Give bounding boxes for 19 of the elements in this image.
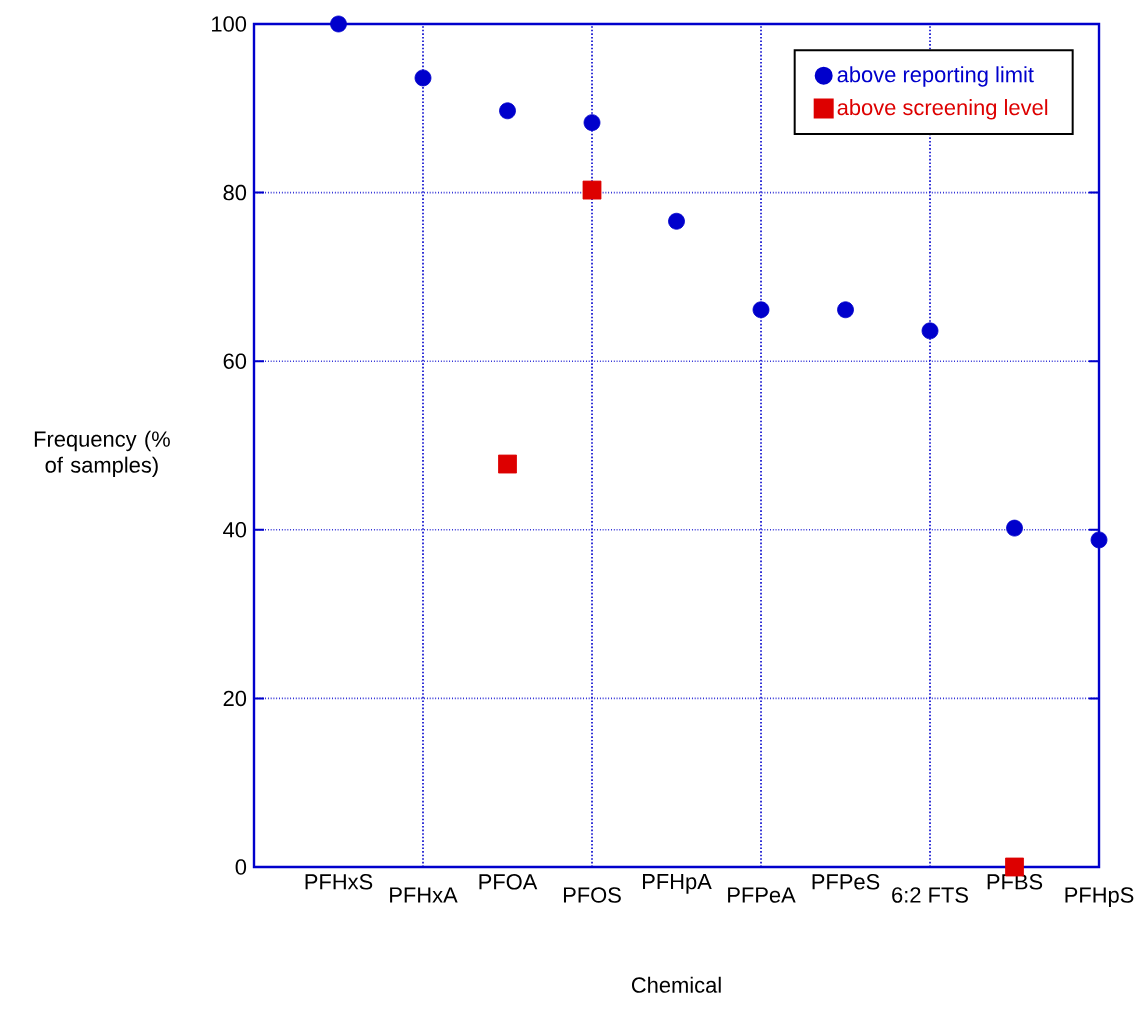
legend-label: above screening level — [837, 99, 1048, 120]
x-tick-label: PFPeS — [812, 874, 880, 890]
y-tick-label: 0 — [235, 859, 247, 875]
x-axis-title: Chemical — [631, 976, 721, 993]
y-tick-label: 60 — [223, 353, 247, 369]
x-tick-label: PFPeA — [728, 887, 796, 903]
legend-label: above reporting limit — [837, 66, 1034, 87]
y-tick-label: 80 — [223, 184, 247, 201]
x-tick-label: PFHxA — [390, 887, 458, 903]
x-tick-label: 6:2 FTS — [892, 887, 968, 903]
y-tick-label: 20 — [223, 690, 247, 707]
x-tick-label: PFHpA — [643, 874, 712, 894]
x-tick-label: PFOA — [479, 874, 538, 890]
x-tick-label: PFHpS — [1065, 887, 1134, 908]
y-tick-label: 100 — [212, 16, 247, 32]
x-tick-label: PFOS — [563, 887, 621, 903]
x-tick-label: PFHxS — [305, 874, 373, 890]
y-tick-label: 40 — [223, 522, 247, 538]
y-axis-title: Frequency (% of samples) — [34, 430, 170, 478]
